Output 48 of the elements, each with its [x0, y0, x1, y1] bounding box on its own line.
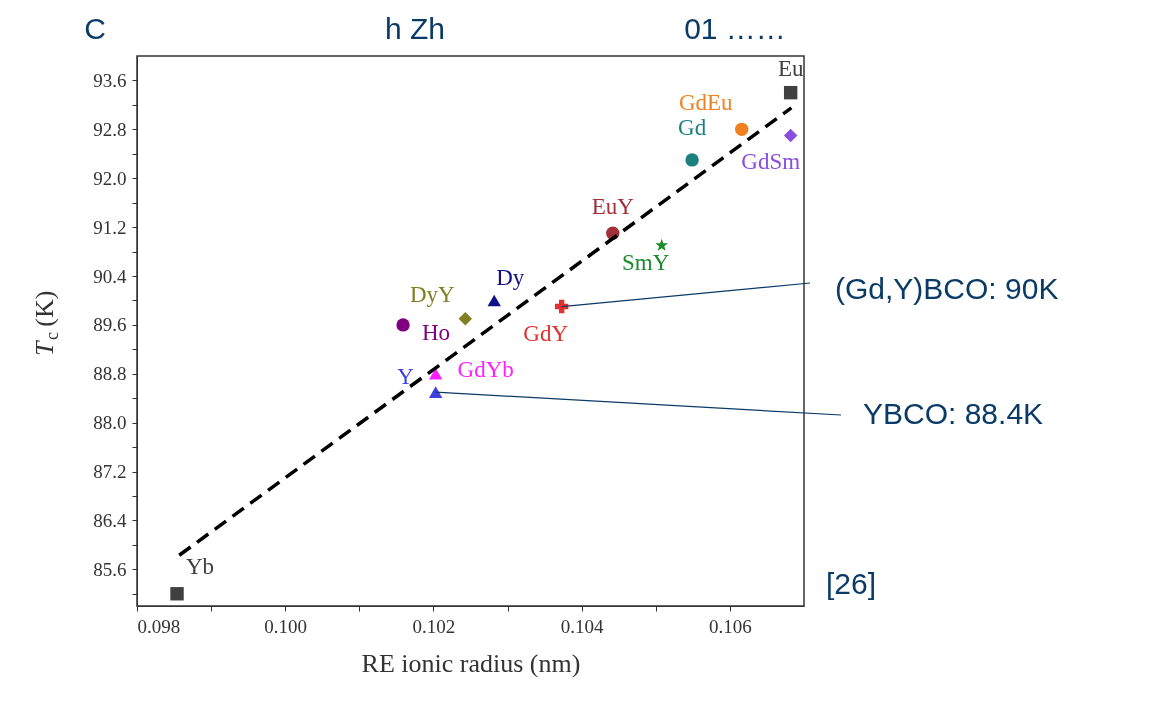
series-label: GdSm [741, 149, 801, 175]
series-label: Dy [496, 265, 525, 291]
series-label: EuY [591, 194, 635, 220]
point [783, 85, 798, 100]
y-tick-label: 90.4 [93, 265, 127, 287]
point [735, 122, 749, 137]
series-label: DyY [409, 281, 456, 307]
series-label: Yb [185, 553, 215, 579]
y-tick-label: 88.0 [93, 412, 127, 434]
point [487, 294, 501, 307]
x-tick-label: 0.098 [137, 615, 181, 637]
series-label: Ho [422, 319, 451, 345]
point [685, 153, 699, 167]
text: h Zh [384, 12, 446, 45]
series-label: Gd [678, 114, 707, 140]
point [783, 128, 798, 143]
y-tick-label: 88.8 [93, 363, 127, 385]
point [428, 367, 443, 380]
text: [26] [826, 567, 877, 600]
point [458, 312, 473, 326]
annotation: (Gd,Y)BCO: 90K [835, 272, 1059, 305]
point [170, 587, 184, 601]
y-tick-label: 85.6 [93, 558, 127, 580]
y-axis-title: Tc (K) [30, 290, 62, 356]
y-tick-label: 92.0 [93, 167, 127, 189]
x-tick-label: 0.104 [560, 615, 605, 637]
x-tick-label: 0.100 [264, 615, 308, 637]
series-label: Eu [777, 55, 804, 81]
series-label: SmY [622, 250, 670, 276]
y-tick-label: 89.6 [93, 314, 127, 336]
x-tick-label: 0.106 [709, 615, 752, 637]
y-tick-label: 92.8 [93, 118, 127, 140]
x-tick-label: 0.102 [412, 615, 456, 637]
point [655, 238, 669, 251]
y-tick-label: 87.2 [93, 461, 127, 483]
series-label: GdYb [457, 356, 514, 382]
y-tick-label: 91.2 [93, 216, 127, 238]
annotation: YBCO: 88.4K [863, 397, 1044, 430]
text: C [84, 12, 106, 45]
point [428, 386, 443, 398]
series-label: GdEu [678, 90, 734, 116]
x-axis-title: RE ionic radius (nm) [361, 648, 581, 678]
y-tick-label: 93.6 [93, 69, 127, 91]
point [396, 318, 410, 332]
text: 01 …… [684, 12, 786, 45]
series-label: Y [397, 364, 415, 390]
series-label: GdY [523, 320, 569, 346]
y-tick-label: 86.4 [93, 509, 127, 531]
